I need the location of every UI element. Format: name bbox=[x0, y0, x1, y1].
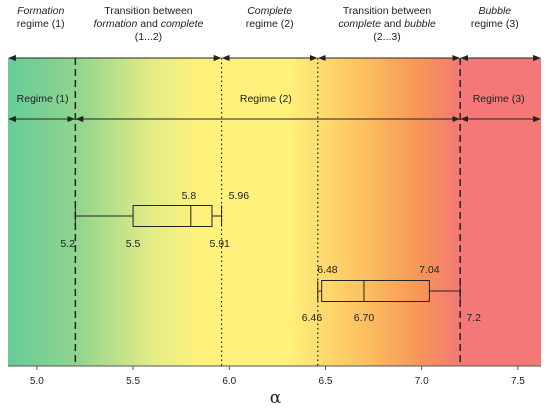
box-1-iqr-box bbox=[132, 205, 213, 227]
header-text: Complete bbox=[247, 5, 292, 17]
regime-label-2: Regime (2) bbox=[240, 93, 292, 105]
x-tick-label-4: 6.5 bbox=[319, 376, 333, 387]
box-2-label-5: 7.2 bbox=[466, 312, 481, 324]
box-2-label-2: 7.04 bbox=[419, 264, 440, 276]
header-text: Formation bbox=[17, 5, 64, 17]
x-tick-label-1: 5.0 bbox=[30, 376, 44, 387]
header-text: Bubble bbox=[478, 5, 511, 17]
plot-area bbox=[8, 58, 541, 366]
header-text: (1...2) bbox=[135, 31, 162, 43]
header-transition12-line-2: formation and complete bbox=[94, 18, 204, 30]
box-1-label-5: 5.91 bbox=[209, 238, 230, 250]
header-bubble-line-2: regime (3) bbox=[471, 18, 519, 30]
header-text: regime (2) bbox=[246, 18, 294, 30]
header-text: Transition between bbox=[343, 5, 431, 17]
header-complete-line-2: regime (2) bbox=[246, 18, 294, 30]
box-2-label-3: 6.46 bbox=[302, 312, 323, 324]
header-bubble-line-1: Bubble bbox=[478, 5, 511, 17]
box-1-label-4: 5.5 bbox=[126, 238, 141, 250]
x-tick-label-2: 5.5 bbox=[126, 376, 140, 387]
regime-label-3: Regime (3) bbox=[473, 93, 525, 105]
box-2-iqr-box bbox=[321, 280, 430, 302]
regime-label-1: Regime (1) bbox=[17, 93, 69, 105]
box-1 bbox=[74, 205, 223, 227]
header-formation-line-2: regime (1) bbox=[17, 18, 65, 30]
box-2-label-1: 6.48 bbox=[317, 264, 338, 276]
header-text: and bbox=[137, 18, 160, 30]
box-1-label-1: 5.8 bbox=[182, 190, 197, 202]
header-text: (2...3) bbox=[373, 31, 400, 43]
header-text: regime (3) bbox=[471, 18, 519, 30]
header-transition12-line-1: Transition between bbox=[104, 5, 192, 17]
x-tick-label-5: 7.0 bbox=[415, 376, 429, 387]
header-text: regime (1) bbox=[17, 18, 65, 30]
header-text: complete bbox=[161, 18, 204, 30]
header-transition12-line-3: (1...2) bbox=[135, 31, 162, 43]
box-2 bbox=[317, 280, 461, 302]
x-tick-label-3: 6.0 bbox=[222, 376, 236, 387]
box-1-label-3: 5.2 bbox=[60, 238, 75, 250]
x-tick-label-6: 7.5 bbox=[511, 376, 525, 387]
header-text: and bbox=[381, 18, 404, 30]
header-formation-line-1: Formation bbox=[17, 5, 64, 17]
box-1-label-2: 5.96 bbox=[229, 190, 250, 202]
header-text: formation bbox=[94, 18, 138, 30]
header-complete-line-1: Complete bbox=[247, 5, 292, 17]
box-2-label-4: 6.70 bbox=[354, 312, 375, 324]
x-axis-label: α bbox=[270, 388, 282, 408]
header-transition23-line-3: (2...3) bbox=[373, 31, 400, 43]
header-transition23-line-2: complete and bubble bbox=[338, 18, 436, 30]
header-text: bubble bbox=[404, 18, 436, 30]
header-text: Transition between bbox=[104, 5, 192, 17]
header-text: complete bbox=[338, 18, 381, 30]
header-transition23-line-1: Transition between bbox=[343, 5, 431, 17]
